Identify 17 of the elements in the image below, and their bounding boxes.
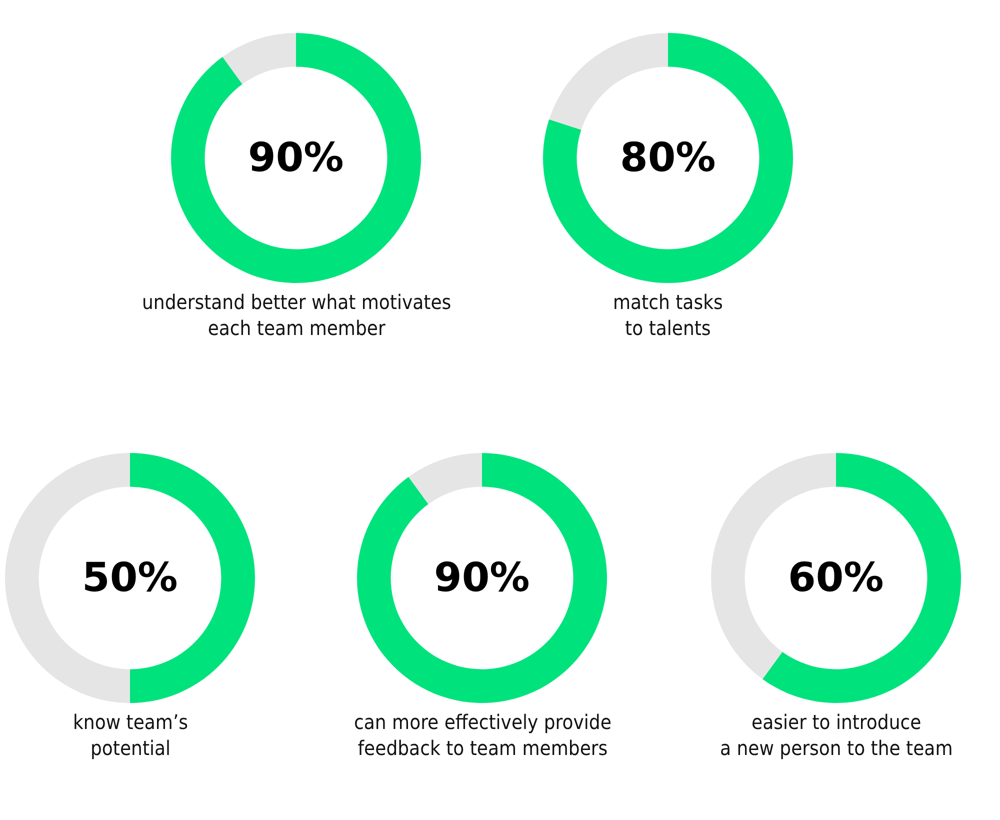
donut-slice [357,453,607,703]
donut-slice [171,33,421,283]
donut-slice [549,33,668,130]
text: 80% [620,135,716,181]
donut-slice [408,453,482,504]
donut-slice [222,33,296,84]
text: easier to introduce a new person to the team [720,710,953,760]
text: 90% [434,555,530,601]
text: 90% [248,135,344,181]
text: can more effectively provide feedback to team members [354,710,612,760]
donut-slice [762,453,961,703]
text: 50% [82,555,178,601]
text: know team’s potential [73,710,188,760]
text: match tasks to talents [613,290,723,340]
donut-slice [543,33,793,283]
text: understand better what motivates each team member [142,290,452,340]
text: 60% [788,555,884,601]
